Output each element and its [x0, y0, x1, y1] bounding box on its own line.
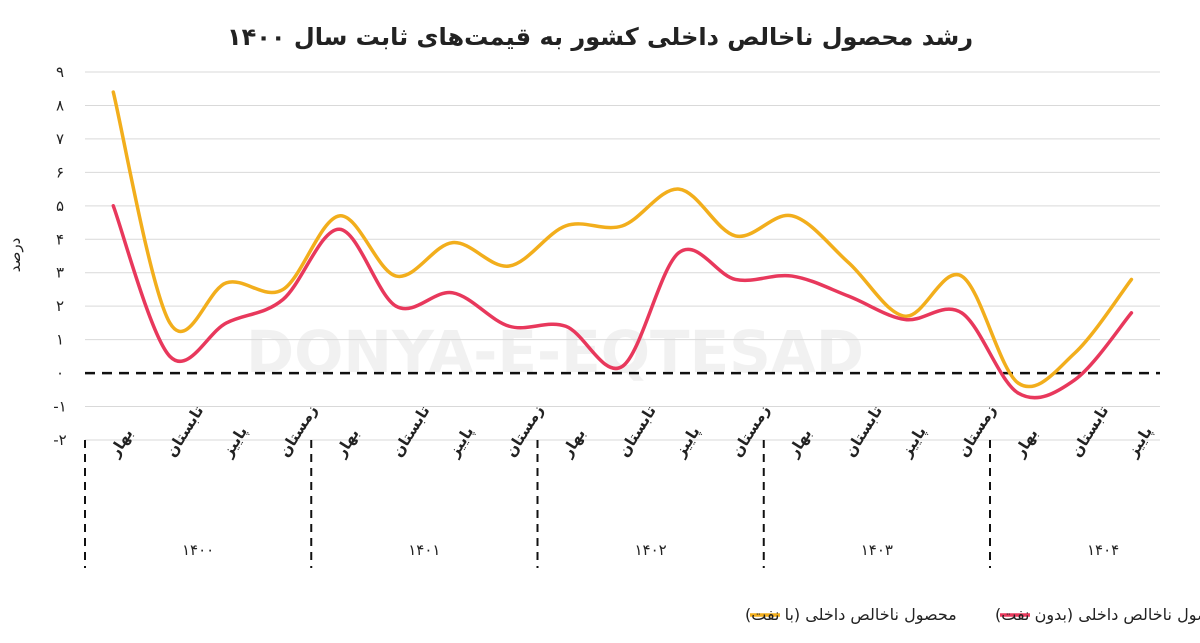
x-tick-label: پاییز: [218, 423, 252, 461]
x-tick-label: بهار: [557, 425, 589, 461]
series-lines: [111, 90, 1134, 400]
x-tick-label: بهار: [105, 425, 137, 461]
y-tick-label: ۸: [56, 96, 64, 114]
x-tick-label: بهار: [1010, 425, 1042, 461]
year-label: ۱۴۰۳: [861, 541, 893, 559]
year-label: ۱۴۰۴: [1087, 541, 1119, 559]
y-tick-label: ۷: [56, 130, 64, 148]
series-line-without-oil: [111, 204, 1134, 400]
x-tick-label: پاییز: [671, 423, 705, 461]
y-tick-label: ۲: [56, 297, 64, 315]
watermark: DONYA-E-EQTESAD: [246, 318, 864, 386]
x-tick-label: پاییز: [1123, 423, 1157, 461]
y-tick-label: ۹: [56, 63, 64, 81]
chart-title: رشد محصول ناخالص داخلی کشور به قیمت‌های …: [227, 23, 973, 51]
y-tick-labels: -۲ -۱ ۰ ۱ ۲ ۳ ۴ ۵ ۶ ۷ ۸ ۹: [53, 63, 66, 449]
watermark-text: DONYA-E-EQTESAD: [246, 318, 864, 386]
y-tick-label: ۶: [56, 163, 64, 181]
x-axis: بهار تابستان پاییز زمستان ۱۴۰۰ بهار تابستان پای…: [84, 402, 1157, 568]
x-tick-label: پاییز: [897, 423, 931, 461]
y-tick-label: -۱: [53, 398, 66, 416]
year-label: ۱۴۰۲: [635, 541, 667, 559]
y-axis-label: درصد: [6, 238, 24, 273]
y-tick-label: ۱: [56, 331, 64, 349]
x-tick-label: تابستان: [1067, 402, 1112, 460]
grid-lines: [85, 71, 1160, 441]
legend-label-without-oil: محصول ناخالص داخلی (بدون نفت): [995, 605, 1200, 625]
y-tick-label: -۲: [53, 431, 66, 449]
x-tick-label: بهار: [784, 425, 816, 461]
x-tick-label: تابستان: [388, 402, 433, 460]
x-tick-label: زمستان: [954, 402, 1000, 461]
x-tick-label: زمستان: [501, 402, 547, 461]
x-tick-label: تابستان: [841, 402, 886, 460]
legend-label-with-oil: محصول ناخالص داخلی (با نفت): [745, 605, 957, 625]
x-tick-label: تابستان: [162, 402, 207, 460]
year-label: ۱۴۰۱: [408, 541, 440, 559]
y-tick-label: ۵: [56, 197, 64, 215]
legend: محصول ناخالص داخلی (با نفت) محصول ناخالص…: [745, 605, 1200, 625]
x-tick-label: بهار: [331, 425, 363, 461]
x-tick-label: زمستان: [728, 402, 774, 461]
x-tick-label: زمستان: [275, 402, 321, 461]
y-tick-label: ۴: [56, 230, 64, 248]
x-tick-label: تابستان: [614, 402, 659, 460]
year-label: ۱۴۰۰: [182, 541, 214, 559]
y-tick-label: ۳: [56, 264, 64, 282]
y-tick-label: ۰: [56, 364, 64, 382]
series-line-with-oil: [111, 90, 1134, 389]
x-tick-label: پاییز: [444, 423, 478, 461]
